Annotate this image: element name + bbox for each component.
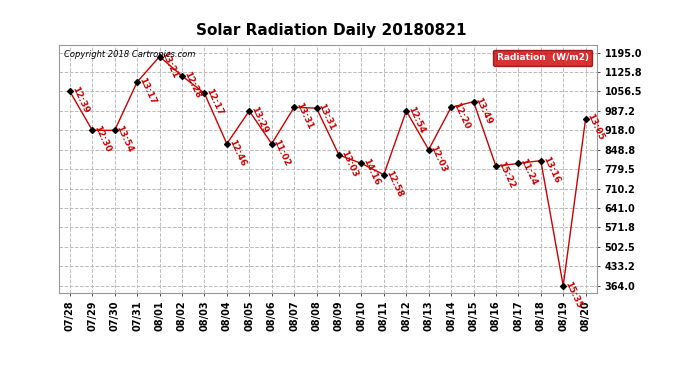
Text: 12:28: 12:28 <box>182 70 202 100</box>
Text: 13:49: 13:49 <box>473 96 494 126</box>
Text: Solar Radiation Daily 20180821: Solar Radiation Daily 20180821 <box>196 22 466 38</box>
Text: 13:21: 13:21 <box>159 51 180 80</box>
Text: 11:02: 11:02 <box>272 138 292 167</box>
Text: 12:54: 12:54 <box>406 105 426 135</box>
Text: 12:20: 12:20 <box>451 101 471 131</box>
Text: 13:05: 13:05 <box>586 112 606 142</box>
Legend: Radiation  (W/m2): Radiation (W/m2) <box>493 50 592 66</box>
Text: 12:30: 12:30 <box>92 124 112 154</box>
Text: 13:31: 13:31 <box>317 102 337 132</box>
Text: 12:58: 12:58 <box>384 169 404 198</box>
Text: 13:29: 13:29 <box>249 105 270 135</box>
Text: 12:46: 12:46 <box>227 138 247 168</box>
Text: 15:35: 15:35 <box>563 280 584 309</box>
Text: 12:39: 12:39 <box>70 86 90 115</box>
Text: 13:03: 13:03 <box>339 149 359 178</box>
Text: 14:16: 14:16 <box>362 158 382 187</box>
Text: 13:17: 13:17 <box>137 76 157 106</box>
Text: 15:22: 15:22 <box>496 160 516 190</box>
Text: 12:03: 12:03 <box>428 144 449 173</box>
Text: 11:24: 11:24 <box>518 158 539 187</box>
Text: 13:54: 13:54 <box>115 124 135 154</box>
Text: 12:17: 12:17 <box>204 87 225 117</box>
Text: Copyright 2018 Cartronics.com: Copyright 2018 Cartronics.com <box>64 50 195 59</box>
Text: 13:31: 13:31 <box>294 101 315 131</box>
Text: 13:16: 13:16 <box>541 154 561 184</box>
